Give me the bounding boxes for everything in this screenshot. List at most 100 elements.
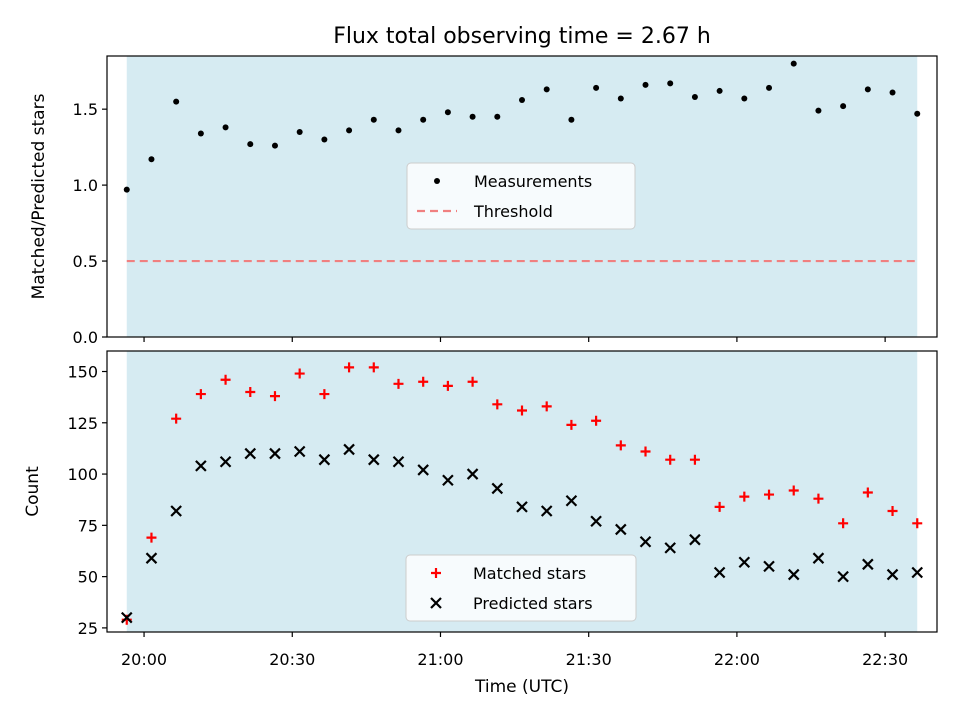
predicted-star-point bbox=[763, 560, 775, 573]
predicted-star-point bbox=[590, 515, 602, 528]
x-tick-label: 22:30 bbox=[862, 650, 908, 669]
matched-star-point bbox=[813, 493, 824, 504]
x-tick-label: 20:30 bbox=[269, 650, 315, 669]
predicted-star-point bbox=[862, 558, 874, 571]
measurement-point bbox=[568, 116, 575, 123]
y-tick-label: 50 bbox=[78, 568, 98, 587]
measurement-point bbox=[346, 127, 353, 134]
measurement-point bbox=[543, 86, 550, 93]
legend: Matched stars Predicted stars bbox=[405, 554, 637, 622]
measurement-point bbox=[395, 127, 402, 134]
predicted-star-point bbox=[812, 552, 825, 564]
y-tick-label: 150 bbox=[67, 363, 98, 382]
matched-star-point bbox=[689, 454, 700, 465]
predicted-star-point bbox=[145, 552, 158, 564]
predicted-star-point bbox=[664, 542, 676, 554]
legend-label: Matched stars bbox=[473, 564, 586, 583]
matched-star-point bbox=[591, 415, 602, 426]
measurement-point bbox=[296, 128, 303, 135]
x-tick-label: 21:30 bbox=[566, 650, 612, 669]
axes-frame bbox=[106, 55, 938, 338]
matched-star-point bbox=[467, 376, 478, 387]
matched-star-point bbox=[245, 387, 256, 398]
measurement-point bbox=[519, 97, 525, 104]
measurement-point bbox=[642, 81, 649, 88]
matched-star-point bbox=[294, 368, 305, 379]
y-tick-label: 125 bbox=[67, 414, 98, 433]
predicted-star-point bbox=[491, 482, 504, 495]
x-tick-label: 21:00 bbox=[417, 650, 463, 669]
predicted-star-point bbox=[392, 455, 405, 468]
matched-star-point bbox=[862, 487, 873, 498]
predicted-star-point bbox=[269, 447, 281, 460]
predicted-star-point bbox=[368, 453, 380, 466]
measurement-point bbox=[148, 156, 155, 163]
measurement-point bbox=[370, 116, 377, 123]
predicted-star-point bbox=[170, 505, 182, 517]
x-tick-label: 20:00 bbox=[121, 650, 167, 669]
predicted-star-point bbox=[911, 566, 924, 579]
x-axis: 20:00 20:30 21:00 21:30 22:00 22:30 bbox=[121, 650, 908, 669]
matched-star-point bbox=[344, 362, 355, 373]
matched-star-point bbox=[566, 419, 577, 430]
y-tick-label: 1.0 bbox=[73, 176, 98, 195]
measurement-point bbox=[593, 84, 600, 91]
legend-label: Threshold bbox=[473, 202, 553, 221]
predicted-star-point bbox=[466, 468, 479, 480]
matched-star-point bbox=[739, 491, 750, 502]
y-tick-label: 0.5 bbox=[73, 252, 98, 271]
legend: Measurements Threshold bbox=[406, 162, 636, 230]
matched-star-point bbox=[640, 446, 651, 457]
legend-box bbox=[405, 554, 637, 622]
predicted-star-point bbox=[293, 445, 306, 458]
matched-star-point bbox=[418, 376, 429, 387]
matched-star-point bbox=[714, 501, 725, 512]
legend-label: Predicted stars bbox=[473, 594, 593, 613]
measurement-point bbox=[790, 60, 797, 67]
measurement-point bbox=[914, 110, 921, 117]
matched-star-point bbox=[368, 362, 379, 373]
measurement-point bbox=[271, 142, 278, 149]
measurement-point bbox=[222, 124, 229, 131]
measurement-point bbox=[617, 95, 624, 102]
matched-star-point bbox=[788, 485, 799, 496]
matched-star-point bbox=[912, 518, 923, 529]
measurement-point bbox=[691, 94, 698, 101]
predicted-star-point bbox=[442, 474, 454, 486]
measurement-point bbox=[247, 141, 254, 148]
predicted-star-point bbox=[343, 443, 355, 456]
y-tick-label: 75 bbox=[78, 516, 98, 535]
measurement-point bbox=[667, 80, 674, 87]
predicted-star-point bbox=[738, 556, 751, 569]
matched-star-point bbox=[665, 454, 676, 465]
predicted-star-point bbox=[886, 568, 899, 581]
matched-star-point bbox=[887, 505, 898, 516]
predicted-star-point bbox=[417, 464, 429, 476]
predicted-star-point bbox=[639, 535, 652, 548]
x-axis-label: Time (UTC) bbox=[474, 677, 569, 697]
measurement-point bbox=[444, 109, 451, 116]
legend-marker-dot bbox=[434, 178, 440, 184]
predicted-star-point bbox=[713, 566, 726, 579]
y-tick-label: 100 bbox=[67, 465, 98, 484]
legend-marker-x bbox=[430, 597, 442, 609]
predicted-star-point bbox=[195, 460, 207, 472]
predicted-star-point bbox=[689, 533, 701, 546]
measurement-point bbox=[840, 103, 847, 110]
matched-star-point bbox=[492, 399, 503, 410]
matched-star-point bbox=[764, 489, 775, 500]
predicted-star-point bbox=[787, 568, 800, 581]
measurement-point bbox=[716, 87, 723, 94]
matched-star-point bbox=[319, 389, 330, 400]
y-tick-label: 1.5 bbox=[73, 100, 98, 119]
bottom-panel: 25 50 75 100 125 150 Count Matched stars Predict… bbox=[23, 350, 938, 638]
y-axis-label: Matched/Predicted stars bbox=[29, 93, 49, 299]
measurement-point bbox=[766, 84, 773, 91]
measurement-point bbox=[173, 98, 180, 105]
matched-star-point bbox=[195, 389, 206, 400]
measurement-point bbox=[321, 136, 328, 143]
measurement-point bbox=[494, 113, 501, 120]
measurement-point bbox=[741, 95, 748, 102]
predicted-star-point bbox=[219, 455, 232, 468]
